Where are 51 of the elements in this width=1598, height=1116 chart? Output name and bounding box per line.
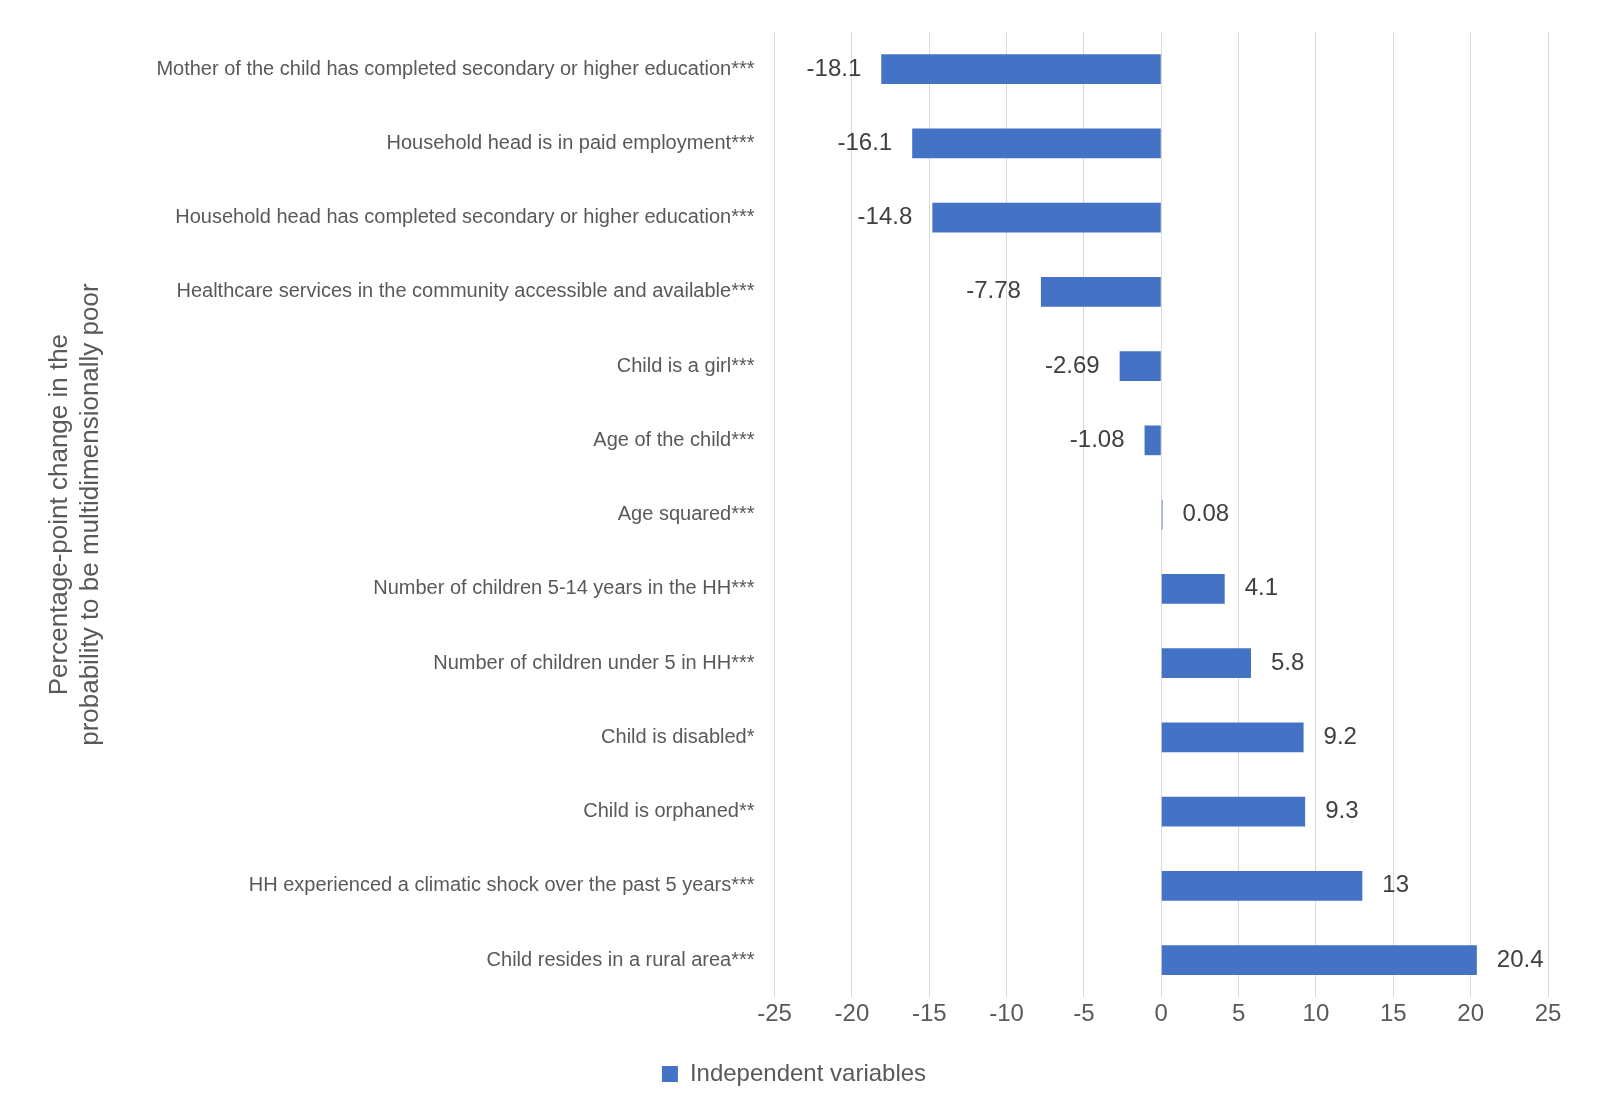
legend-label: Independent variables	[689, 1058, 927, 1086]
x-tick-label: -10	[989, 999, 1024, 1027]
x-tick-label: -20	[834, 999, 870, 1027]
y-tick-label: Mother of the child has completed secondary or higher education***	[156, 56, 755, 79]
data-label: 13	[1382, 870, 1410, 898]
y-tick-label: Household head has completed secondary or higher education***	[175, 205, 755, 228]
bar	[1144, 425, 1161, 456]
data-label: 4.1	[1244, 573, 1279, 601]
bar	[912, 128, 1161, 159]
y-tick-label: HH experienced a climatic shock over the past 5 years***	[248, 873, 755, 896]
y-tick-label: Age of the child***	[593, 427, 755, 450]
data-label: 0.08	[1182, 499, 1230, 527]
x-tick-label: 15	[1379, 999, 1407, 1027]
x-tick-label: 5	[1231, 999, 1246, 1027]
y-tick-label: Child is disabled*	[601, 724, 755, 747]
y-tick-label: Age squared***	[617, 502, 755, 525]
bar	[1161, 796, 1306, 827]
y-tick-label: Child is orphaned**	[583, 799, 755, 822]
x-tick-label: 0	[1154, 999, 1168, 1027]
bar	[932, 202, 1161, 233]
x-tick-label: -15	[911, 999, 947, 1027]
data-label: -2.69	[1044, 350, 1100, 378]
y-tick-label: Child is a girl***	[616, 353, 755, 376]
y-tick-label: Household head is in paid employment***	[386, 130, 755, 153]
data-label: -7.78	[966, 276, 1021, 304]
bar	[1161, 722, 1304, 753]
y-tick-label: Number of children 5-14 years in the HH***	[373, 576, 755, 599]
data-label: 5.8	[1270, 647, 1305, 675]
bar	[1119, 351, 1161, 381]
data-label: -14.8	[857, 202, 913, 230]
data-label: 9.2	[1323, 721, 1357, 749]
bar	[1161, 574, 1225, 604]
data-label: 9.3	[1325, 796, 1359, 824]
y-tick-label: Healthcare services in the community accessible and available***	[176, 279, 755, 302]
x-tick-label: 10	[1302, 999, 1330, 1027]
x-tick-label: -25	[757, 999, 792, 1027]
bar	[1161, 870, 1363, 901]
bar	[1161, 648, 1251, 678]
x-tick-label: 25	[1534, 999, 1562, 1027]
bar	[1161, 945, 1477, 975]
data-label: -18.1	[806, 53, 862, 81]
x-tick-label: -5	[1073, 999, 1095, 1027]
data-label: -16.1	[837, 127, 893, 155]
bar	[881, 54, 1161, 84]
data-label: 20.4	[1496, 944, 1544, 972]
y-tick-label: Number of children under 5 in HH***	[433, 650, 755, 673]
x-tick-label: 20	[1457, 999, 1485, 1027]
y-tick-label: Child resides in a rural area***	[486, 947, 755, 970]
y-axis-title: Percentage-point change in the probability to be multidimensionally poor	[42, 283, 104, 746]
bar	[1040, 277, 1161, 307]
data-label: -1.08	[1069, 424, 1125, 452]
